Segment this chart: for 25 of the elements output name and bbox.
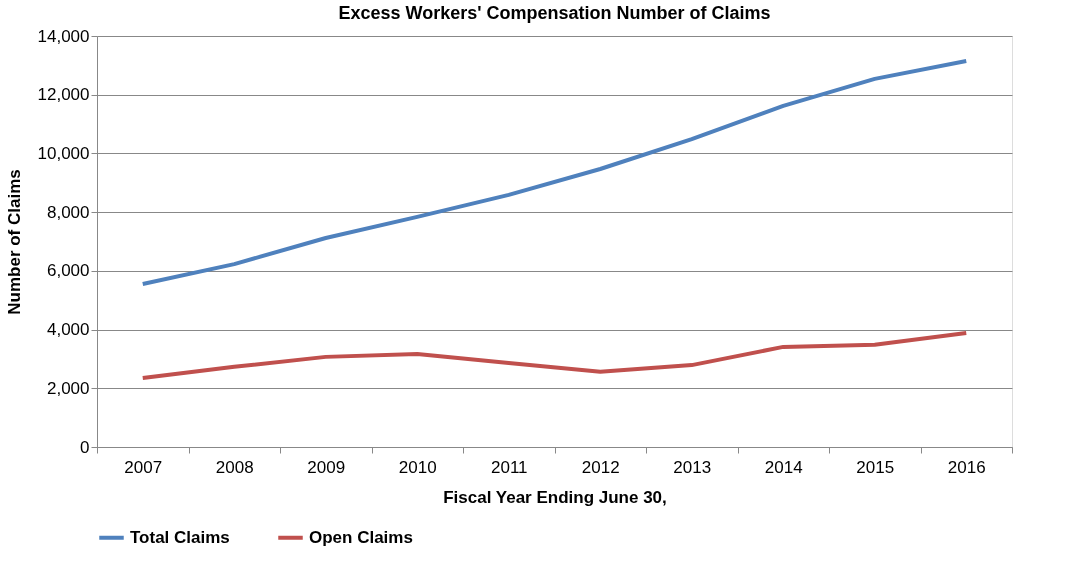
line-series: [140, 331, 969, 381]
x-tick-label: 2015: [856, 457, 895, 477]
x-tick-label: 2010: [398, 457, 437, 477]
y-tick-label: 8,000: [46, 202, 90, 222]
y-axis-title: Number of Claims: [4, 169, 24, 315]
chart-title: Excess Workers' Compensation Number of Claims: [338, 3, 771, 23]
x-tick-label: 2007: [124, 457, 163, 477]
y-tick-label: 10,000: [37, 143, 90, 163]
x-tick-label: 2014: [764, 457, 803, 477]
x-tick-label: 2013: [673, 457, 712, 477]
y-tick-label: 4,000: [46, 320, 90, 340]
x-tick-label: 2008: [215, 457, 254, 477]
x-tick-label: 2012: [581, 457, 620, 477]
legend-label: Open Claims: [309, 527, 413, 547]
y-tick-label: 12,000: [37, 85, 90, 105]
x-tick-label: 2016: [947, 457, 986, 477]
x-tick-label: 2011: [490, 457, 528, 477]
y-tick-label: 0: [80, 437, 90, 457]
x-tick-label: 2009: [307, 457, 346, 477]
line-series: [140, 58, 969, 287]
legend-label: Total Claims: [130, 527, 230, 547]
y-tick-label: 14,000: [37, 26, 90, 46]
x-axis-title: Fiscal Year Ending June 30,: [443, 487, 667, 507]
y-tick-label: 6,000: [46, 261, 90, 281]
y-tick-label: 2,000: [46, 378, 90, 398]
